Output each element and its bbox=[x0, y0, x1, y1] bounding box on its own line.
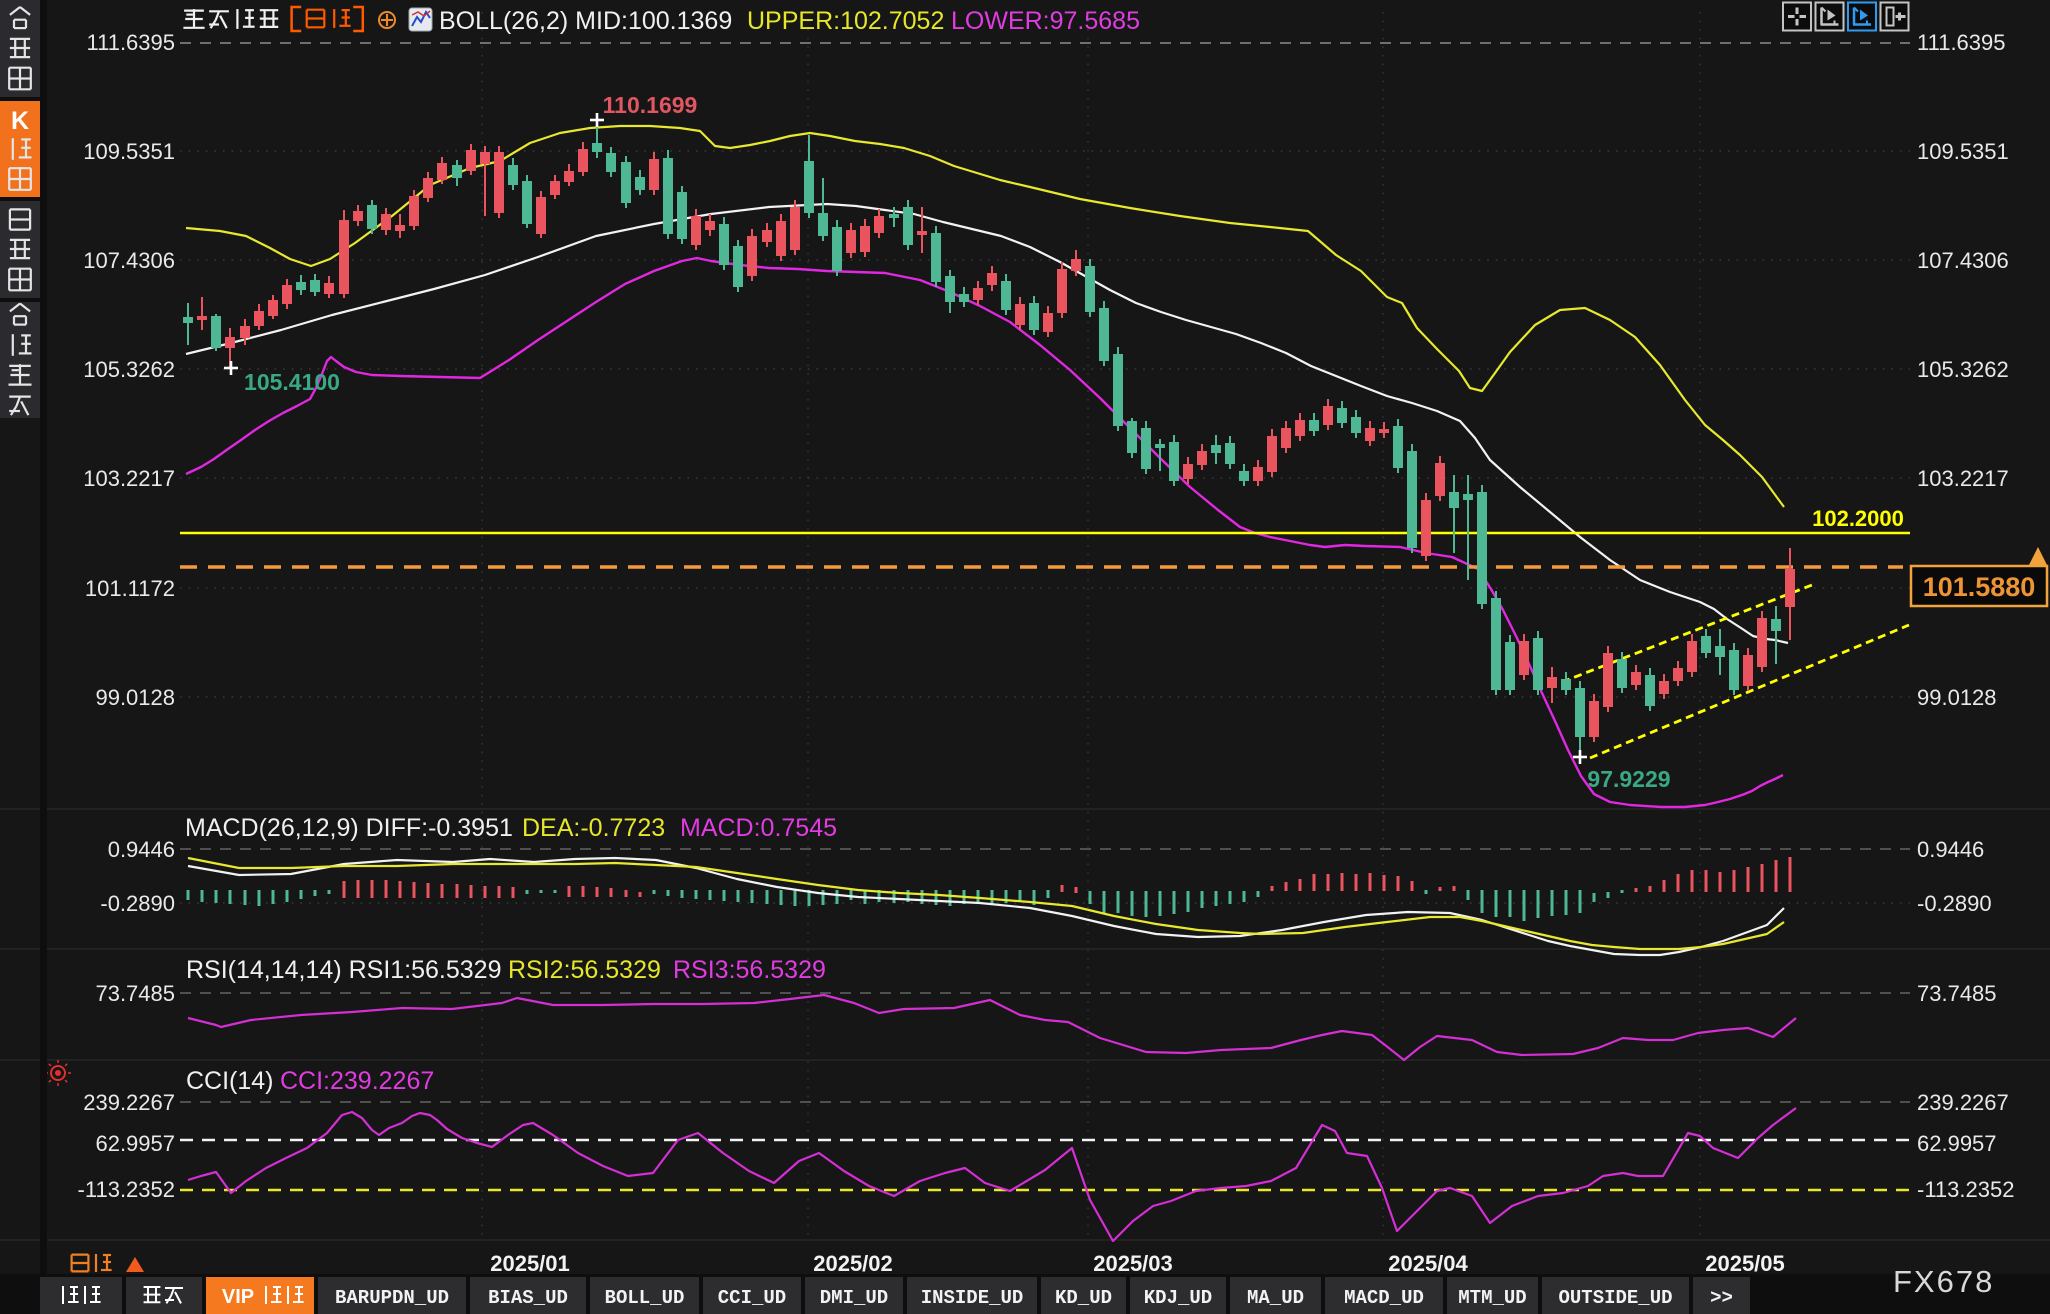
svg-text:K: K bbox=[11, 107, 29, 135]
svg-text:DEA:-0.7723: DEA:-0.7723 bbox=[522, 814, 665, 842]
svg-text:110.1699: 110.1699 bbox=[603, 92, 698, 118]
svg-text:73.7485: 73.7485 bbox=[1917, 981, 1997, 1006]
svg-text:MACD(26,12,9) DIFF:-0.3951: MACD(26,12,9) DIFF:-0.3951 bbox=[185, 814, 513, 842]
svg-text:MACD:0.7545: MACD:0.7545 bbox=[680, 814, 837, 842]
svg-text:MA_UD: MA_UD bbox=[1247, 1287, 1304, 1309]
svg-text:-113.2352: -113.2352 bbox=[1917, 1177, 2014, 1202]
svg-text:107.4306: 107.4306 bbox=[83, 248, 175, 273]
svg-text:0.9446: 0.9446 bbox=[1917, 837, 1984, 862]
svg-text:101.1172: 101.1172 bbox=[85, 576, 175, 601]
svg-text:111.6395: 111.6395 bbox=[87, 30, 176, 55]
svg-text:RSI3:56.5329: RSI3:56.5329 bbox=[673, 956, 826, 984]
svg-text:109.5351: 109.5351 bbox=[83, 139, 175, 164]
svg-text:BIAS_UD: BIAS_UD bbox=[488, 1287, 568, 1309]
svg-text:2025/04: 2025/04 bbox=[1388, 1251, 1468, 1276]
svg-text:KD_UD: KD_UD bbox=[1055, 1287, 1112, 1309]
svg-text:BOLL(26,2) MID:100.1369: BOLL(26,2) MID:100.1369 bbox=[439, 7, 732, 35]
svg-text:111.6395: 111.6395 bbox=[1917, 30, 2006, 55]
svg-text:KDJ_UD: KDJ_UD bbox=[1144, 1287, 1212, 1309]
svg-text:-113.2352: -113.2352 bbox=[78, 1177, 175, 1202]
svg-text:239.2267: 239.2267 bbox=[83, 1090, 175, 1115]
svg-text:DMI_UD: DMI_UD bbox=[820, 1287, 888, 1309]
svg-text:0.9446: 0.9446 bbox=[108, 837, 175, 862]
svg-text:103.2217: 103.2217 bbox=[83, 466, 175, 491]
svg-text:109.5351: 109.5351 bbox=[1917, 139, 2009, 164]
svg-text:2025/01: 2025/01 bbox=[490, 1251, 570, 1276]
svg-text:RSI2:56.5329: RSI2:56.5329 bbox=[508, 956, 661, 984]
svg-text:CCI_UD: CCI_UD bbox=[718, 1287, 786, 1309]
svg-text:CCI(14): CCI(14) bbox=[186, 1067, 274, 1095]
svg-text:CCI:239.2267: CCI:239.2267 bbox=[280, 1067, 434, 1095]
svg-text:99.0128: 99.0128 bbox=[1917, 685, 1997, 710]
svg-text:2025/05: 2025/05 bbox=[1705, 1251, 1785, 1276]
svg-text:>>: >> bbox=[1710, 1287, 1733, 1309]
svg-text:101.5880: 101.5880 bbox=[1923, 572, 2036, 602]
svg-text:MTM_UD: MTM_UD bbox=[1458, 1287, 1526, 1309]
svg-text:105.3262: 105.3262 bbox=[1917, 357, 2009, 382]
svg-text:LOWER:97.5685: LOWER:97.5685 bbox=[951, 7, 1140, 35]
svg-text:RSI(14,14,14) RSI1:56.5329: RSI(14,14,14) RSI1:56.5329 bbox=[186, 956, 501, 984]
svg-text:UPPER:102.7052: UPPER:102.7052 bbox=[747, 7, 944, 35]
svg-text:99.0128: 99.0128 bbox=[95, 685, 175, 710]
svg-text:105.3262: 105.3262 bbox=[83, 357, 175, 382]
svg-text:102.2000: 102.2000 bbox=[1812, 506, 1904, 531]
svg-text:2025/02: 2025/02 bbox=[813, 1251, 893, 1276]
svg-text:62.9957: 62.9957 bbox=[1917, 1131, 1997, 1156]
svg-text:OUTSIDE_UD: OUTSIDE_UD bbox=[1558, 1287, 1672, 1309]
svg-text:BOLL_UD: BOLL_UD bbox=[605, 1287, 685, 1309]
svg-text:107.4306: 107.4306 bbox=[1917, 248, 2009, 273]
svg-text:239.2267: 239.2267 bbox=[1917, 1090, 2009, 1115]
svg-text:97.9229: 97.9229 bbox=[1587, 766, 1670, 792]
svg-text:BARUPDN_UD: BARUPDN_UD bbox=[335, 1287, 449, 1309]
svg-text:-0.2890: -0.2890 bbox=[1917, 891, 1992, 916]
svg-text:105.4100: 105.4100 bbox=[244, 369, 340, 395]
svg-text:FX678: FX678 bbox=[1893, 1264, 1994, 1299]
svg-text:62.9957: 62.9957 bbox=[95, 1131, 175, 1156]
svg-text:103.2217: 103.2217 bbox=[1917, 466, 2009, 491]
svg-text:73.7485: 73.7485 bbox=[95, 981, 175, 1006]
svg-text:MACD_UD: MACD_UD bbox=[1344, 1287, 1424, 1309]
svg-text:INSIDE_UD: INSIDE_UD bbox=[921, 1287, 1024, 1309]
svg-text:2025/03: 2025/03 bbox=[1093, 1251, 1173, 1276]
svg-text:VIP: VIP bbox=[222, 1286, 254, 1308]
svg-text:-0.2890: -0.2890 bbox=[100, 891, 175, 916]
